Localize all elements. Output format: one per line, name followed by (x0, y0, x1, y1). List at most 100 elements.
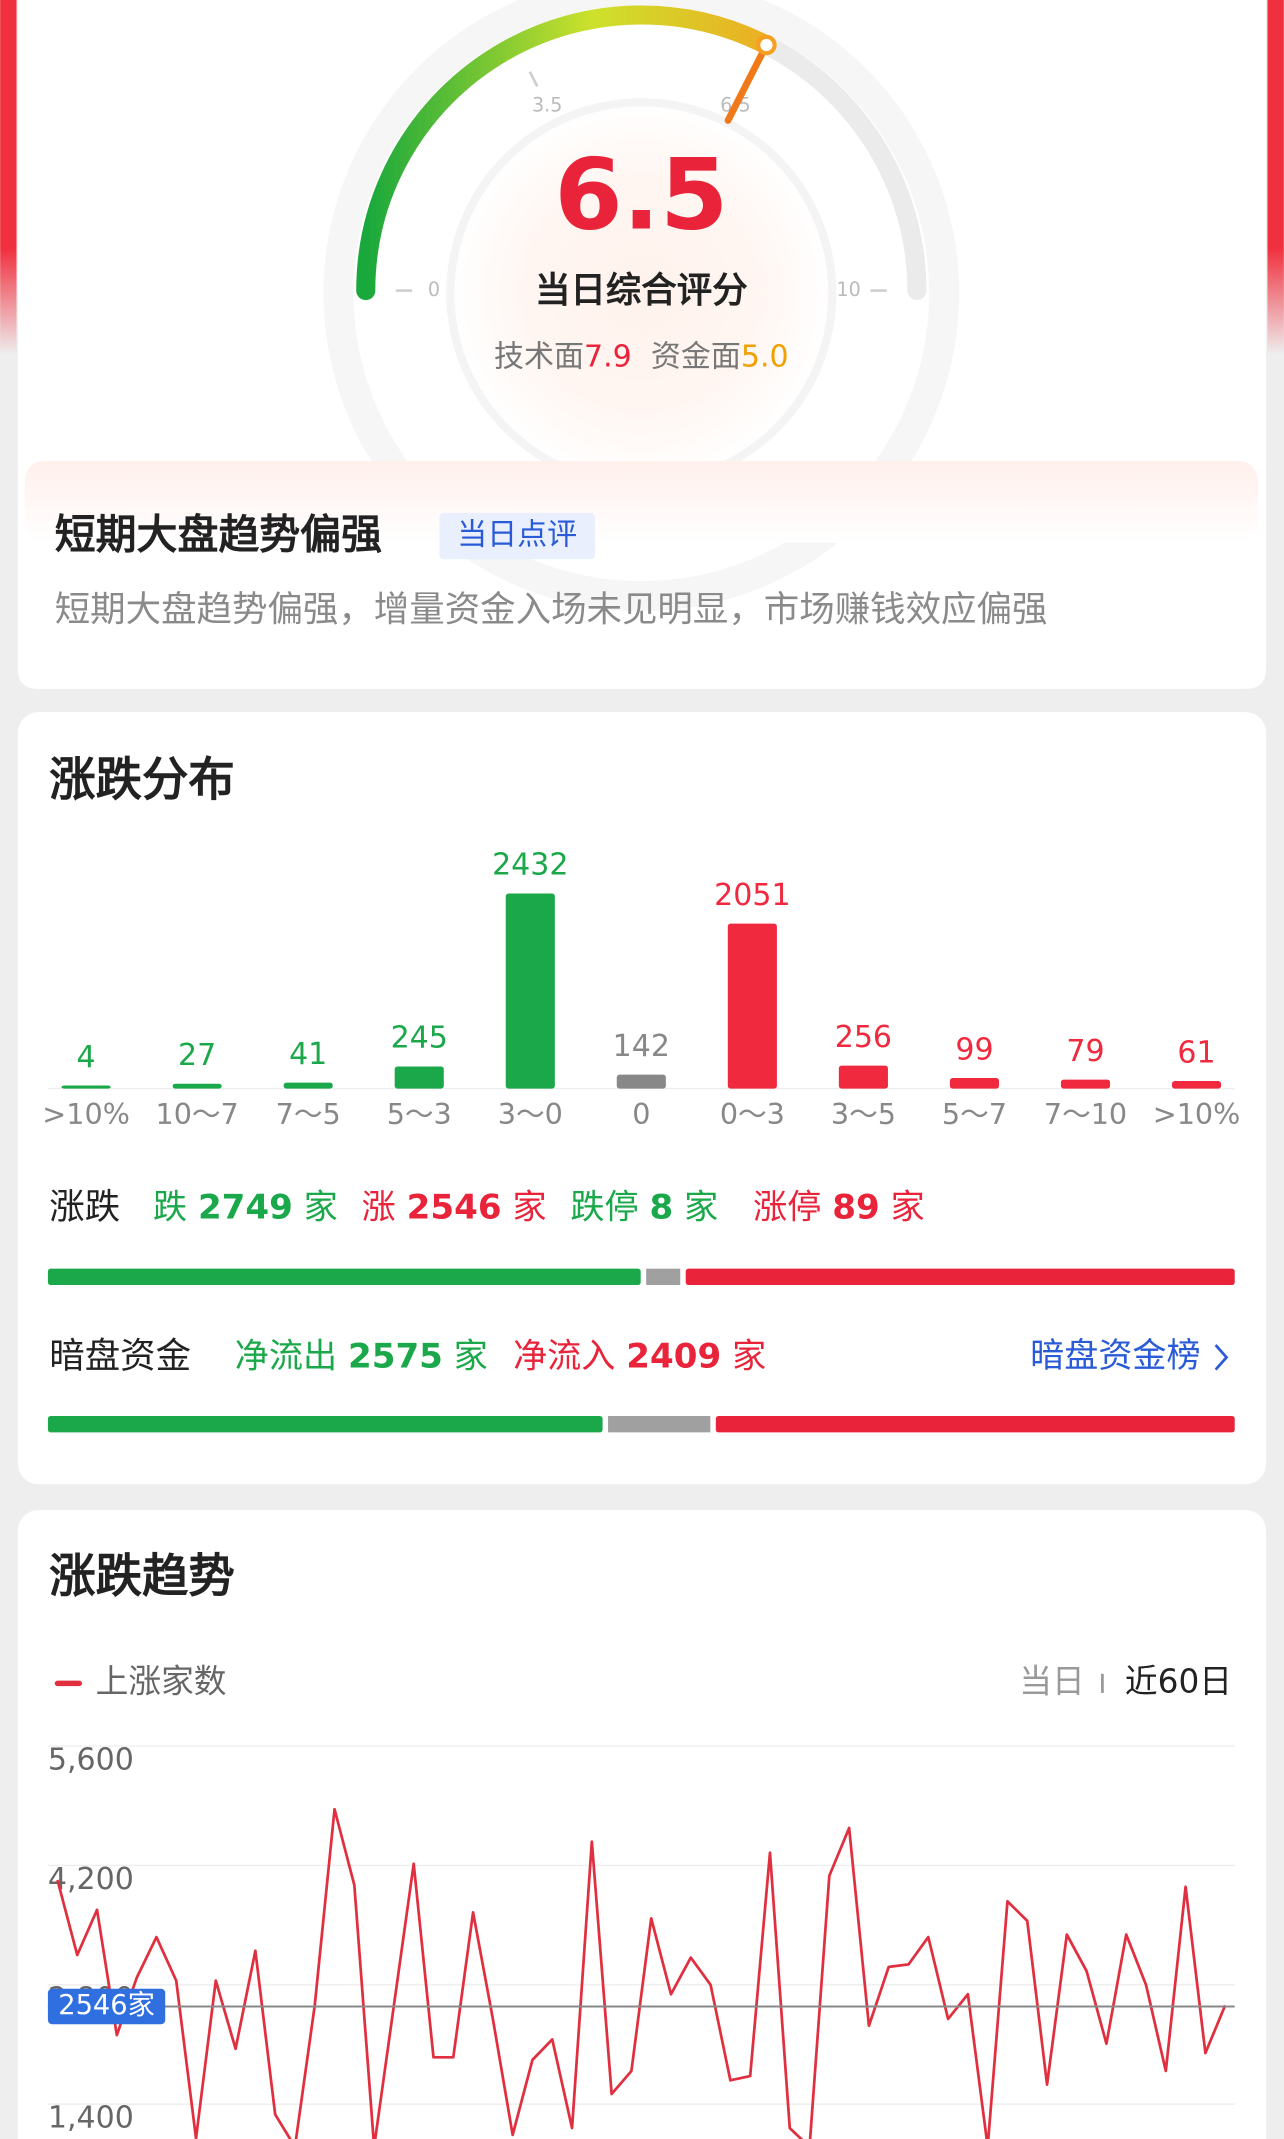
item-unit: 家 (454, 1336, 488, 1376)
item-name: 涨 (362, 1187, 396, 1227)
row-item: 净流入 2409 家 (513, 1336, 766, 1376)
breadth-bar (685, 1268, 1235, 1286)
bar-value-label: 79 (1066, 1034, 1104, 1069)
x-tick-label: >10% (1153, 1097, 1241, 1131)
tag-bg (439, 512, 595, 560)
gauge-needle-head (756, 34, 777, 56)
row-title: 涨跌 (49, 1187, 120, 1228)
item-value: 2749 (198, 1187, 293, 1227)
score-label: 当日综合评分 (535, 270, 748, 311)
comment-title: 短期大盘趋势偏强 (55, 510, 382, 558)
distribution-card (17, 712, 1267, 1485)
score-value: 6.5 (554, 139, 728, 253)
x-tick-label: 3～0 (498, 1097, 563, 1131)
item-name: 涨停 (753, 1187, 821, 1227)
bar-value-label: 99 (955, 1032, 993, 1067)
item-value: 89 (832, 1187, 879, 1227)
x-tick-label: 0～3 (720, 1097, 785, 1131)
row-title: 暗盘资金 (49, 1335, 191, 1376)
bar-value-label: 2432 (492, 848, 568, 883)
gauge-track (756, 35, 927, 301)
x-tick-label: >10% (42, 1097, 130, 1131)
section-title: 涨跌分布 (49, 753, 235, 807)
row-item: 涨 2546 家 (362, 1187, 547, 1227)
gauge-tick-label: 0 (428, 278, 440, 301)
reference-label: 2546家 (58, 1990, 155, 2021)
row-item: 净流出 2575 家 (235, 1336, 488, 1376)
x-tick-label: 7～10 (1044, 1097, 1127, 1131)
range-toggle[interactable]: 当日 (1019, 1662, 1084, 1700)
neutral-gap (608, 1415, 711, 1433)
trend-card (17, 1510, 1267, 2139)
bar (505, 893, 555, 1089)
item-value: 2409 (626, 1336, 721, 1376)
sub-score-name: 资金面 (651, 339, 741, 374)
sub-score-value: 5.0 (741, 339, 789, 374)
item-unit: 家 (304, 1187, 338, 1227)
x-tick-label: 0 (632, 1097, 650, 1131)
legend-swatch (54, 1680, 83, 1687)
item-name: 净流入 (513, 1336, 615, 1376)
row-item: 跌 2749 家 (153, 1187, 338, 1227)
bar-value-label: 61 (1177, 1035, 1215, 1070)
bar-value-label: 41 (289, 1037, 327, 1072)
row-item: 涨停 89 家 (753, 1187, 925, 1227)
neutral-gap (646, 1268, 681, 1286)
sub-scores: 技术面7.9 资金面5.0 (494, 339, 789, 374)
item-unit: 家 (891, 1187, 925, 1227)
link-chevron[interactable] (1214, 1344, 1229, 1371)
comment-tag: 当日点评 (457, 518, 577, 553)
bar (283, 1082, 333, 1089)
bar-value-label: 142 (613, 1029, 670, 1064)
row-link[interactable]: 暗盘资金榜 (1030, 1336, 1200, 1376)
gauge-tick (528, 71, 539, 87)
bar (61, 1085, 111, 1089)
item-value: 2546 (407, 1187, 502, 1227)
x-tick-label: 10～7 (156, 1097, 239, 1131)
trend-line (56, 1807, 1227, 2139)
comment-text: 短期大盘趋势偏强，增量资金入场未见明显，市场赚钱效应偏强 (55, 589, 1048, 630)
bar-value-label: 27 (178, 1038, 216, 1073)
bar (838, 1065, 888, 1089)
breadth-bar (715, 1415, 1235, 1433)
gauge-tick-label: 10 (837, 278, 861, 301)
item-name: 净流出 (235, 1336, 337, 1376)
legend-label: 上涨家数 (96, 1662, 227, 1700)
y-tick-label: 5,600 (48, 1743, 134, 1778)
item-name: 跌 (153, 1187, 187, 1227)
item-value: 2575 (348, 1336, 443, 1376)
section-title: 涨跌趋势 (49, 1549, 235, 1603)
x-tick-label: 5～7 (942, 1097, 1007, 1131)
range-toggle[interactable]: 近60日 (1125, 1662, 1232, 1700)
gauge-arc (356, 5, 776, 301)
gauge: 0 3.5 6.5 10 (356, 5, 927, 301)
bar (949, 1078, 1000, 1089)
x-tick-label: 5～3 (387, 1097, 452, 1131)
bar (1060, 1079, 1111, 1089)
bar-value-label: 2051 (714, 878, 790, 913)
gauge-needle (724, 41, 770, 124)
breadth-bar (47, 1268, 641, 1286)
gauge-tick-label: 3.5 (532, 93, 562, 116)
bar (394, 1066, 444, 1089)
item-name: 跌停 (570, 1187, 638, 1227)
sub-score-name: 技术面 (494, 339, 584, 374)
y-tick-label: 1,400 (48, 2101, 134, 2136)
bar-value-label: 256 (835, 1020, 892, 1055)
breadth-bar (47, 1415, 603, 1433)
bar (172, 1083, 222, 1089)
item-unit: 家 (684, 1187, 718, 1227)
item-value: 8 (649, 1187, 673, 1227)
bar-value-label: 4 (77, 1040, 96, 1075)
y-tick-label: 4,200 (48, 1862, 134, 1897)
item-unit: 家 (732, 1336, 766, 1376)
side-accent (0, 0, 17, 355)
comment-band (24, 461, 1258, 543)
bar-value-label: 245 (391, 1021, 448, 1056)
item-unit: 家 (512, 1187, 546, 1227)
reference-label-bg (47, 1988, 166, 2025)
sub-score-value: 7.9 (584, 339, 632, 374)
gauge-ring (323, 0, 960, 612)
